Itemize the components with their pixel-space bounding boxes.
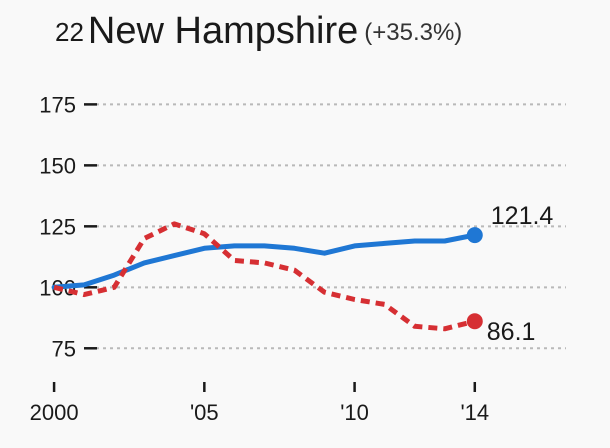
series-line-1 — [51, 232, 478, 290]
y-tick-label-175: 175 — [39, 92, 76, 117]
chart-title: 22 New Hampshire (+35.3%) — [55, 10, 462, 53]
y-tick-label-150: 150 — [39, 153, 76, 178]
series-end-label-1: 121.4 — [491, 202, 554, 230]
series-end-point-1 — [466, 227, 483, 244]
series-line-2 — [53, 221, 476, 332]
x-tick-label-2005: '05 — [190, 400, 219, 425]
y-tick-label-125: 125 — [39, 214, 76, 239]
x-tick-label-2000: 2000 — [30, 400, 79, 425]
state-name: New Hampshire — [87, 10, 359, 52]
y-tick-label-75: 75 — [52, 336, 76, 361]
x-tick-label-2014: '14 — [460, 400, 489, 425]
series-end-point-2 — [466, 313, 483, 330]
rank-number: 22 — [55, 17, 84, 47]
percent-change: (+35.3%) — [364, 19, 463, 46]
x-tick-label-2010: '10 — [340, 400, 369, 425]
series-end-label-2: 86.1 — [487, 318, 536, 346]
